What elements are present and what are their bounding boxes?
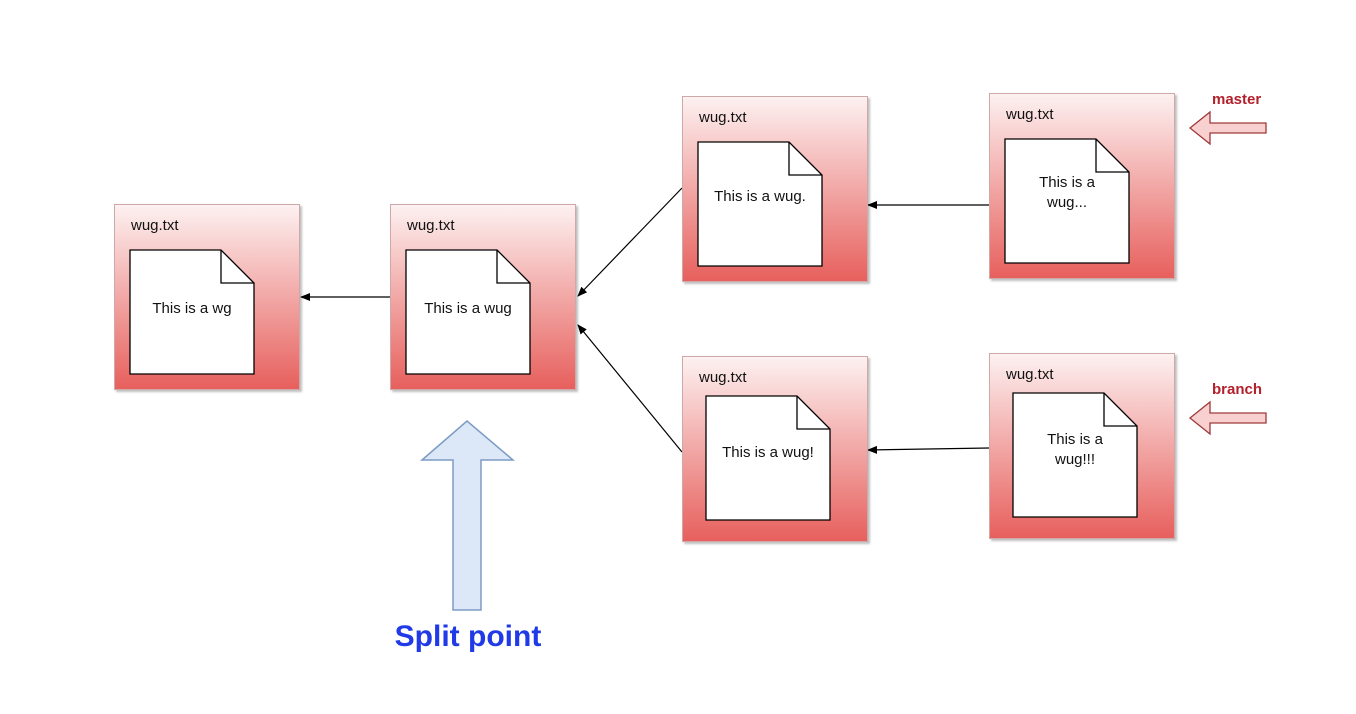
split-point-label: Split point <box>394 620 542 653</box>
file-content: This is a wug... <box>1004 173 1130 213</box>
file-content-line: This is a <box>1039 174 1095 191</box>
file-icon: This is a wug!!! <box>1012 392 1138 518</box>
commit-node: wug.txt This is a wug <box>390 204 576 390</box>
commit-filename: wug.txt <box>1006 106 1054 123</box>
file-content-line: This is a wug. <box>714 188 806 205</box>
commit-filename: wug.txt <box>699 109 747 126</box>
commit-filename: wug.txt <box>699 369 747 386</box>
file-icon: This is a wug <box>405 249 531 375</box>
branch-pointer-arrow-icon <box>1188 400 1267 436</box>
commit-filename: wug.txt <box>131 217 179 234</box>
link-c5-to-c2 <box>577 324 683 453</box>
file-content-line: This is a wug! <box>722 444 814 461</box>
file-content: This is a wug! <box>705 443 831 463</box>
branch-ref-label: branch <box>1212 381 1263 398</box>
file-content-line: wug!!! <box>1054 451 1096 468</box>
commit-node: wug.txt This is a wug. <box>682 96 868 282</box>
file-icon: This is a wug! <box>705 395 831 521</box>
file-content-line: This is a wg <box>152 300 232 317</box>
file-icon: This is a wug... <box>1004 138 1130 264</box>
commit-node: wug.txt This is a wug! <box>682 356 868 542</box>
commit-node: wug.txt This is a wug... <box>989 93 1175 279</box>
master-pointer-arrow-icon <box>1188 110 1267 146</box>
file-content-line: This is a wug <box>424 300 512 317</box>
file-content: This is a wug. <box>697 187 823 207</box>
file-content: This is a wug!!! <box>1012 430 1138 470</box>
link-c3-to-c2 <box>577 187 683 297</box>
commit-filename: wug.txt <box>407 217 455 234</box>
master-ref-label: master <box>1212 91 1262 108</box>
commit-filename: wug.txt <box>1006 366 1054 383</box>
link-c6-to-c5 <box>867 445 990 454</box>
file-content: This is a wg <box>129 299 255 319</box>
file-icon: This is a wug. <box>697 141 823 267</box>
file-icon: This is a wg <box>129 249 255 375</box>
file-content-line: This is a <box>1047 431 1103 448</box>
commit-node: wug.txt This is a wg <box>114 204 300 390</box>
file-content: This is a wug <box>405 299 531 319</box>
split-point-arrow-icon <box>420 420 516 611</box>
file-content-line: wug... <box>1046 194 1088 211</box>
commit-node: wug.txt This is a wug!!! <box>989 353 1175 539</box>
